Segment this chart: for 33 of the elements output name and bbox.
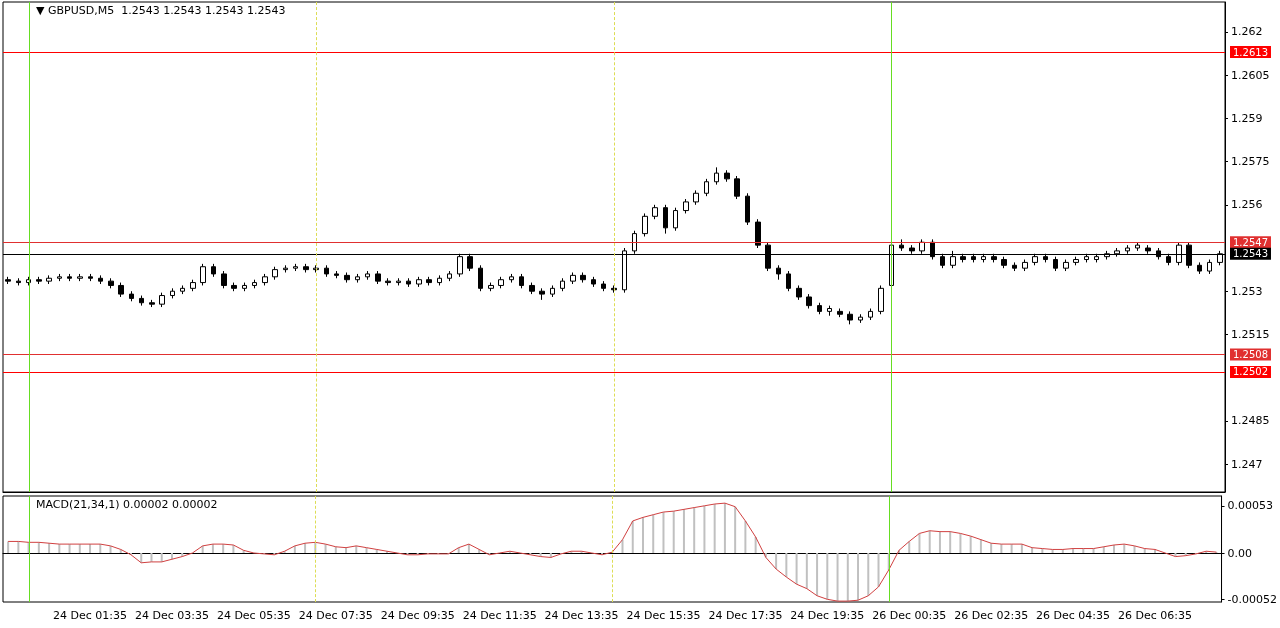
x-tick-label: 24 Dec 11:35	[462, 609, 537, 622]
y-tick-label: 1.253	[1231, 284, 1263, 298]
ref-line-label: 1.2543	[1233, 248, 1268, 260]
x-tick-label: 24 Dec 15:35	[626, 609, 701, 622]
x-tick-label: 24 Dec 19:35	[790, 609, 865, 622]
x-tick-label: 26 Dec 00:35	[872, 609, 947, 622]
y-tick-label: 1.2515	[1231, 327, 1270, 341]
x-tick-label: 26 Dec 06:35	[1117, 609, 1192, 622]
x-tick-label: 24 Dec 09:35	[380, 609, 455, 622]
ref-line-label: 1.2502	[1233, 366, 1268, 378]
x-tick-label: 24 Dec 13:35	[544, 609, 619, 622]
y-tick-label: 0.00	[1227, 546, 1253, 560]
x-tick-label: 26 Dec 04:35	[1036, 609, 1111, 622]
ref-line-label: 1.2508	[1233, 349, 1268, 361]
x-tick-label: 24 Dec 03:35	[134, 609, 209, 622]
y-tick-label: 1.256	[1231, 198, 1263, 212]
y-tick-label: 1.2575	[1231, 155, 1270, 169]
y-tick-label: 1.247	[1231, 457, 1263, 471]
x-tick-label: 24 Dec 01:35	[53, 609, 128, 622]
y-tick-label: 1.2485	[1231, 414, 1270, 428]
y-tick-label: 1.262	[1231, 25, 1263, 39]
ref-line-label: 1.2547	[1233, 236, 1268, 248]
x-tick-label: 26 Dec 02:35	[954, 609, 1029, 622]
ref-line-label: 1.2613	[1233, 46, 1268, 58]
y-tick-label: 0.00053	[1227, 499, 1274, 513]
x-tick-label: 24 Dec 07:35	[298, 609, 373, 622]
y-tick-label: -0.00052	[1227, 592, 1278, 606]
chart-title: ▼ GBPUSD,M5 1.2543 1.2543 1.2543 1.2543	[36, 4, 286, 17]
x-tick-label: 24 Dec 17:35	[708, 609, 783, 622]
x-tick-label: 24 Dec 05:35	[216, 609, 291, 622]
y-tick-label: 1.2605	[1231, 68, 1270, 82]
y-tick-label: 1.259	[1231, 111, 1263, 125]
chart-title: MACD(21,34,1) 0.00002 0.00002	[36, 498, 218, 511]
